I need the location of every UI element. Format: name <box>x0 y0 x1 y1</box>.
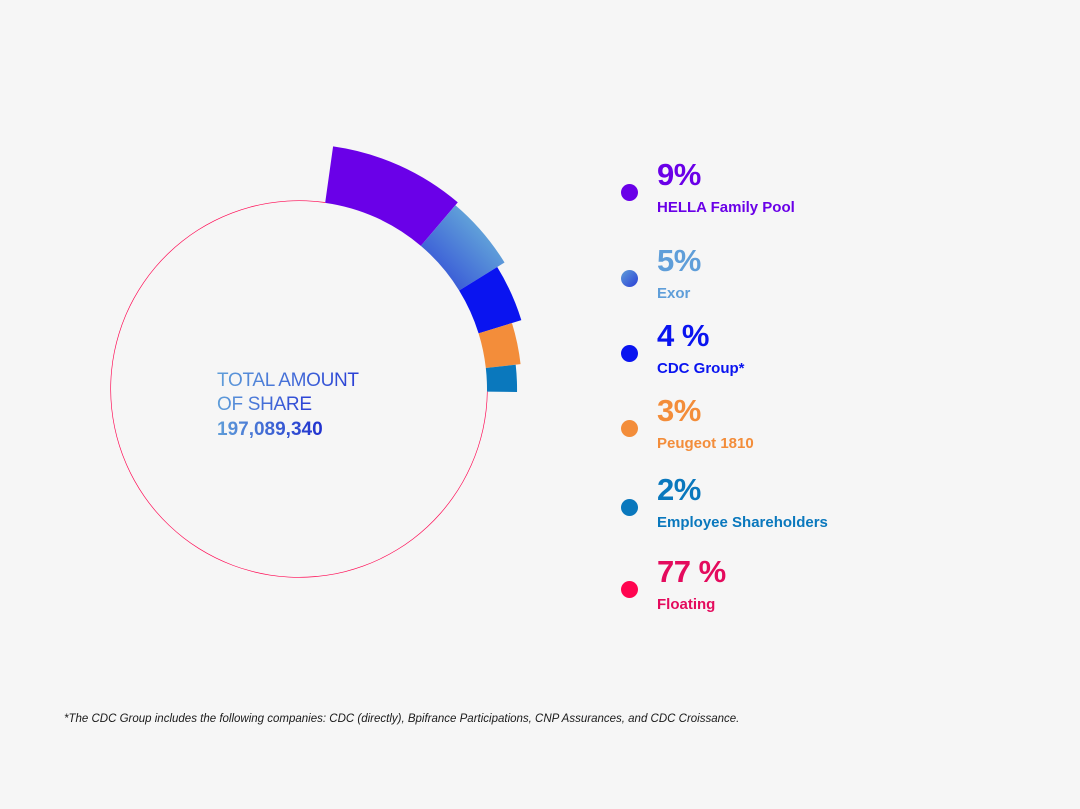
center-title-line2: OF SHARE <box>217 394 312 415</box>
legend-percentage: 3% <box>657 393 701 428</box>
legend-item-employee-shareholders: 2% Employee Shareholders <box>615 471 1045 541</box>
center-title-line1: TOTAL AMOUNT <box>217 370 359 391</box>
legend-dot <box>621 270 638 287</box>
legend-percentage: 5% <box>657 243 701 278</box>
donut-slice-cdc-group <box>459 267 522 334</box>
legend-label: Floating <box>657 596 716 613</box>
legend-percentage: 9% <box>657 157 701 192</box>
donut-slice-employee-shareholders <box>485 364 518 393</box>
legend-percentage: 4 % <box>657 318 709 353</box>
legend-item-hella-family-pool: 9% HELLA Family Pool <box>615 156 1045 226</box>
legend-label: Employee Shareholders <box>657 514 828 531</box>
donut-slice-peugeot-1810 <box>478 323 521 369</box>
legend-item-exor: 5% Exor <box>615 242 1045 312</box>
footnote: *The CDC Group includes the following co… <box>64 713 740 725</box>
legend-item-cdc-group: 4 % CDC Group* <box>615 317 1045 387</box>
legend-dot <box>621 581 638 598</box>
legend-dot <box>621 499 638 516</box>
legend-label: CDC Group* <box>657 360 745 377</box>
legend-percentage: 77 % <box>657 554 726 589</box>
legend-item-floating: 77 % Floating <box>615 553 1045 623</box>
donut-slice-exor <box>420 205 505 291</box>
legend-label: HELLA Family Pool <box>657 199 795 216</box>
legend-dot <box>621 184 638 201</box>
legend-percentage: 2% <box>657 472 701 507</box>
legend-label: Exor <box>657 285 691 302</box>
total-shares-value: 197,089,340 <box>217 417 323 443</box>
legend-dot <box>621 345 638 362</box>
legend-label: Peugeot 1810 <box>657 435 754 452</box>
donut-slice-hella-family-pool <box>325 146 458 246</box>
legend-dot <box>621 420 638 437</box>
center-label: TOTAL AMOUNT OF SHARE 197,089,340 <box>217 369 437 443</box>
legend-item-peugeot-1810: 3% Peugeot 1810 <box>615 392 1045 462</box>
